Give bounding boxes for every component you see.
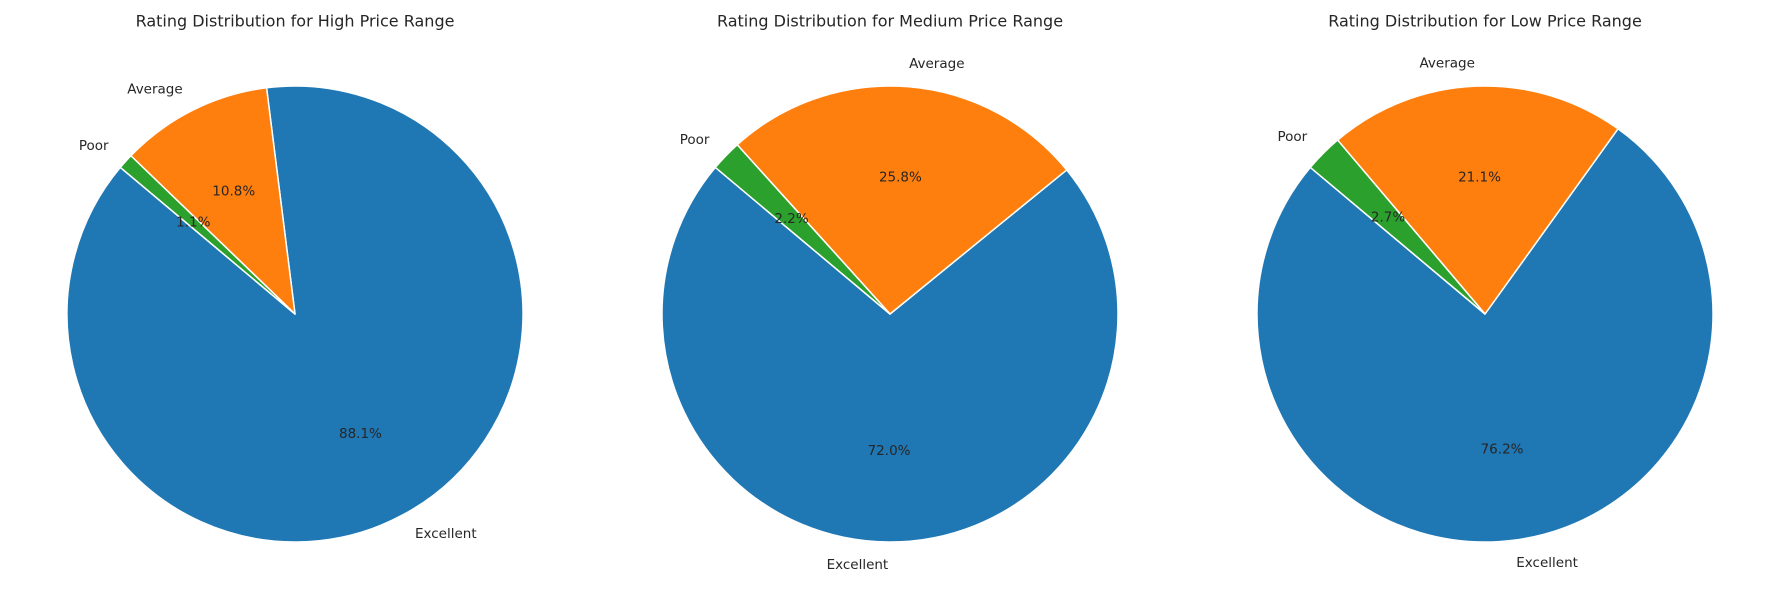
slice-percent-average: 21.1% bbox=[1458, 169, 1501, 185]
pie-slice-poor bbox=[119, 154, 296, 315]
slice-percent-excellent: 76.2% bbox=[1481, 442, 1524, 458]
slice-percent-average: 10.8% bbox=[212, 184, 255, 200]
slice-label-average: Average bbox=[127, 82, 182, 98]
slice-label-poor: Poor bbox=[79, 138, 109, 154]
slice-percent-excellent: 88.1% bbox=[339, 426, 382, 442]
pie-slice-average bbox=[130, 87, 296, 315]
slice-percent-average: 25.8% bbox=[879, 170, 922, 186]
pie-chart-3: Rating Distribution for Low Price Range E… bbox=[1256, 12, 1714, 571]
pie-chart-1: Rating Distribution for High Price Range… bbox=[66, 12, 524, 543]
pie-slice-excellent bbox=[661, 166, 1119, 543]
pie-slice-poor bbox=[1309, 139, 1486, 315]
slice-label-poor: Poor bbox=[680, 132, 710, 148]
pie-slice-poor bbox=[714, 144, 891, 315]
pie-chart-2: Rating Distribution for Medium Price Ran… bbox=[661, 12, 1119, 573]
slice-label-excellent: Excellent bbox=[1516, 555, 1578, 571]
chart-title: Rating Distribution for Medium Price Ran… bbox=[717, 12, 1063, 31]
slice-percent-excellent: 72.0% bbox=[868, 443, 911, 459]
slice-percent-poor: 2.7% bbox=[1371, 210, 1405, 226]
chart-title: Rating Distribution for Low Price Range bbox=[1328, 12, 1642, 31]
slice-label-average: Average bbox=[1419, 55, 1474, 71]
slice-percent-poor: 1.1% bbox=[176, 214, 210, 230]
chart-title: Rating Distribution for High Price Range bbox=[136, 12, 455, 31]
slice-label-excellent: Excellent bbox=[827, 557, 889, 573]
slice-label-average: Average bbox=[909, 56, 964, 72]
slice-percent-poor: 2.2% bbox=[774, 211, 808, 227]
slice-label-excellent: Excellent bbox=[415, 526, 477, 542]
slice-label-poor: Poor bbox=[1277, 129, 1307, 145]
pie-slice-average bbox=[736, 85, 1068, 315]
pie-slice-average bbox=[1336, 85, 1619, 315]
pie-slice-excellent bbox=[1256, 128, 1714, 543]
